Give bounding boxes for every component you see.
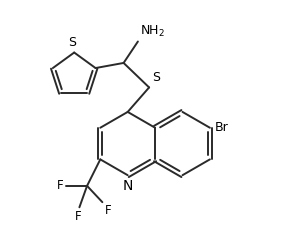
Text: NH$_2$: NH$_2$ bbox=[140, 24, 165, 40]
Text: S: S bbox=[152, 71, 160, 84]
Text: N: N bbox=[122, 179, 133, 193]
Text: F: F bbox=[75, 210, 82, 223]
Text: S: S bbox=[68, 36, 76, 49]
Text: Br: Br bbox=[215, 121, 229, 134]
Text: F: F bbox=[104, 204, 111, 217]
Text: F: F bbox=[57, 179, 63, 192]
